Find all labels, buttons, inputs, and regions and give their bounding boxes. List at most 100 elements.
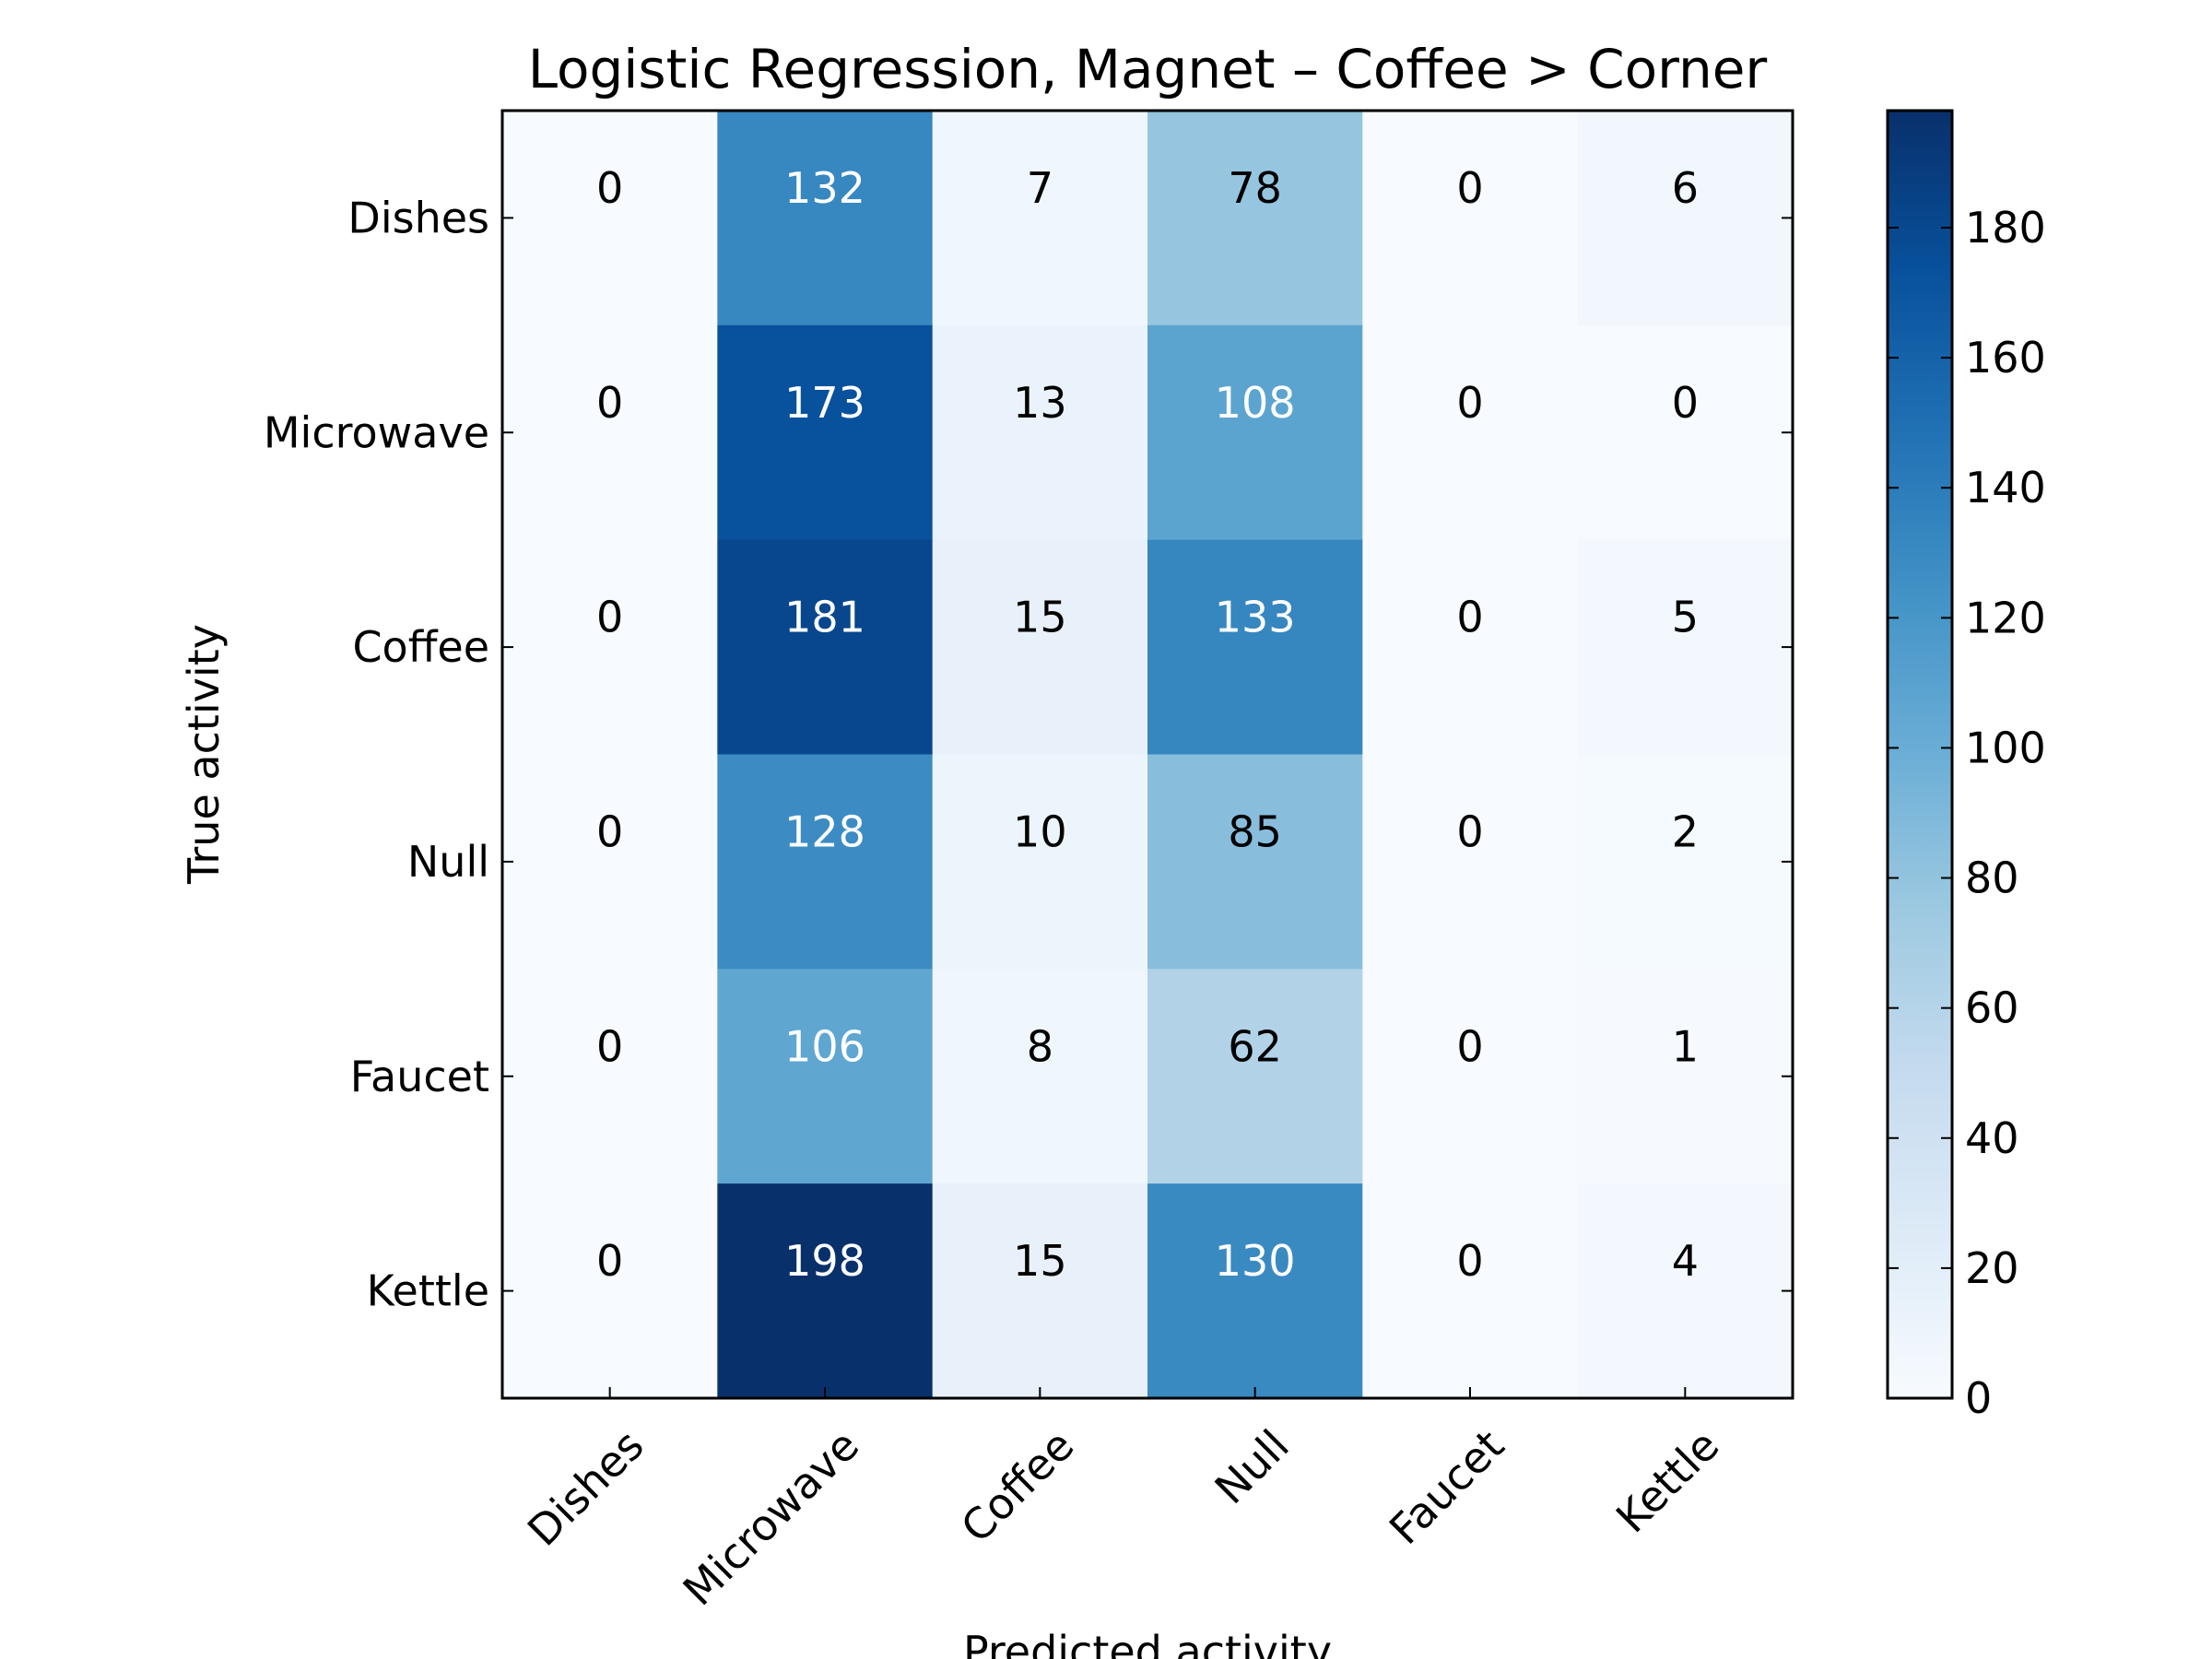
heatmap-cell bbox=[502, 111, 718, 326]
cell-value-label: 0 bbox=[1456, 378, 1483, 428]
cell-value-label: 78 bbox=[1228, 163, 1282, 213]
heatmap-cell bbox=[932, 324, 1148, 541]
cell-value-label: 0 bbox=[1672, 378, 1699, 428]
cell-value-label: 0 bbox=[596, 1021, 623, 1071]
cell-value-labels: 0 132 7 78 0 60 173 13 108 0 00 181 15 133 0 50 128 10 85 0… bbox=[596, 163, 1699, 1286]
heatmap-cell bbox=[717, 111, 934, 326]
heatmap-cell bbox=[1362, 539, 1579, 755]
colorbar bbox=[1886, 109, 1954, 1400]
heatmap-cell bbox=[502, 324, 718, 541]
y-tick-label: Dishes bbox=[347, 193, 489, 242]
heatmap-cell bbox=[717, 539, 934, 755]
heatmap-cell bbox=[502, 539, 718, 755]
cell-value-label: 133 bbox=[1215, 593, 1296, 642]
cell-value-label: 7 bbox=[1027, 163, 1053, 213]
cell-value-label: 4 bbox=[1672, 1236, 1699, 1286]
heatmap-cell bbox=[1147, 324, 1363, 541]
cell-value-label: 0 bbox=[1456, 1021, 1483, 1071]
y-axis-ticks: Dishes Microwave Coffee Null Faucet Kettle bbox=[264, 193, 1793, 1316]
plot-frame bbox=[500, 109, 1794, 1400]
colorbar-tick-label: 40 bbox=[1965, 1113, 2019, 1163]
heatmap-cell bbox=[502, 754, 718, 970]
x-axis-label: Predicted activity bbox=[963, 1627, 1332, 1659]
colorbar-tick-label: 140 bbox=[1965, 463, 2046, 512]
x-axis-ticks: Dishes Microwave Coffee Null Faucet Kettle bbox=[518, 1387, 1728, 1615]
heatmap-cell bbox=[717, 1183, 934, 1399]
heatmap-cell bbox=[502, 969, 718, 1184]
heatmap-cell bbox=[1147, 111, 1363, 326]
cell-value-label: 181 bbox=[784, 593, 865, 642]
cell-value-label: 2 bbox=[1672, 807, 1699, 857]
cell-value-label: 8 bbox=[1027, 1021, 1053, 1071]
heatmap-cell bbox=[932, 969, 1148, 1184]
heatmap-cell bbox=[1147, 1183, 1363, 1399]
cell-value-label: 5 bbox=[1672, 593, 1699, 642]
cell-value-label: 62 bbox=[1228, 1021, 1282, 1071]
y-tick-label: Coffee bbox=[352, 622, 489, 672]
heatmap-cell bbox=[1147, 969, 1363, 1184]
x-tick-label: Dishes bbox=[518, 1420, 653, 1556]
cell-value-label: 0 bbox=[596, 807, 623, 857]
heatmap-cell bbox=[1577, 539, 1794, 755]
colorbar-tick-label: 20 bbox=[1965, 1243, 2019, 1293]
heatmap-cell bbox=[1362, 111, 1579, 326]
heatmap-cell bbox=[717, 969, 934, 1184]
cell-value-label: 128 bbox=[784, 807, 865, 857]
x-tick-label: Faucet bbox=[1380, 1420, 1513, 1554]
cell-value-label: 130 bbox=[1215, 1236, 1296, 1286]
heatmap-cell bbox=[932, 111, 1148, 326]
x-tick-label: Kettle bbox=[1606, 1420, 1728, 1542]
heatmap-cell bbox=[1577, 969, 1794, 1184]
y-axis-label: True activity bbox=[179, 624, 229, 885]
cell-value-label: 0 bbox=[1456, 1236, 1483, 1286]
colorbar-tick-label: 120 bbox=[1965, 593, 2046, 642]
cell-value-label: 0 bbox=[1456, 163, 1483, 213]
cell-value-label: 132 bbox=[784, 163, 865, 213]
cell-value-label: 10 bbox=[1013, 807, 1067, 857]
cell-value-label: 0 bbox=[596, 378, 623, 428]
cell-value-label: 106 bbox=[784, 1021, 865, 1071]
colorbar-tick-label: 180 bbox=[1965, 203, 2046, 253]
heatmap-cell bbox=[717, 324, 934, 541]
heatmap-cell bbox=[932, 539, 1148, 755]
cell-value-label: 1 bbox=[1672, 1021, 1699, 1071]
cell-value-label: 85 bbox=[1228, 807, 1282, 857]
cell-value-label: 6 bbox=[1672, 163, 1699, 213]
y-tick-label: Kettle bbox=[367, 1266, 489, 1316]
cell-value-label: 173 bbox=[784, 378, 865, 428]
chart-title: Logistic Regression, Magnet – Coffee > C… bbox=[528, 38, 1768, 100]
cell-value-label: 15 bbox=[1013, 1236, 1067, 1286]
heatmap-cells bbox=[502, 111, 1794, 1399]
heatmap-cell bbox=[1362, 754, 1579, 970]
heatmap-cell bbox=[1362, 324, 1579, 541]
y-tick-label: Null bbox=[407, 837, 489, 887]
cell-value-label: 0 bbox=[596, 593, 623, 642]
colorbar-tick-label: 0 bbox=[1965, 1373, 1992, 1423]
x-tick-label: Microwave bbox=[674, 1420, 869, 1616]
cell-value-label: 108 bbox=[1215, 378, 1296, 428]
colorbar-tick-label: 160 bbox=[1965, 333, 2046, 382]
heatmap-cell bbox=[932, 754, 1148, 970]
heatmap-cell bbox=[1577, 754, 1794, 970]
colorbar-tick-label: 80 bbox=[1965, 853, 2019, 903]
heatmap-cell bbox=[717, 754, 934, 970]
colorbar-ticks: 0 20 40 60 80 100 120 140 160 180 bbox=[1888, 203, 2046, 1423]
heatmap-cell bbox=[1577, 324, 1794, 541]
cell-value-label: 198 bbox=[784, 1236, 865, 1286]
y-tick-label: Faucet bbox=[350, 1052, 489, 1101]
heatmap-cell bbox=[1147, 539, 1363, 755]
heatmap-cell bbox=[1362, 969, 1579, 1184]
heatmap-cell bbox=[932, 1183, 1148, 1399]
cell-value-label: 0 bbox=[596, 163, 623, 213]
y-tick-label: Microwave bbox=[264, 407, 489, 457]
colorbar-tick-label: 60 bbox=[1965, 983, 2019, 1033]
colorbar-tick-label: 100 bbox=[1965, 723, 2046, 772]
heatmap-cell bbox=[1577, 111, 1794, 326]
x-tick-label: Null bbox=[1206, 1420, 1299, 1513]
cell-value-label: 15 bbox=[1013, 593, 1067, 642]
heatmap-cell bbox=[1147, 754, 1363, 970]
cell-value-label: 0 bbox=[1456, 807, 1483, 857]
x-tick-label: Coffee bbox=[951, 1420, 1083, 1552]
heatmap-cell bbox=[1362, 1183, 1579, 1399]
